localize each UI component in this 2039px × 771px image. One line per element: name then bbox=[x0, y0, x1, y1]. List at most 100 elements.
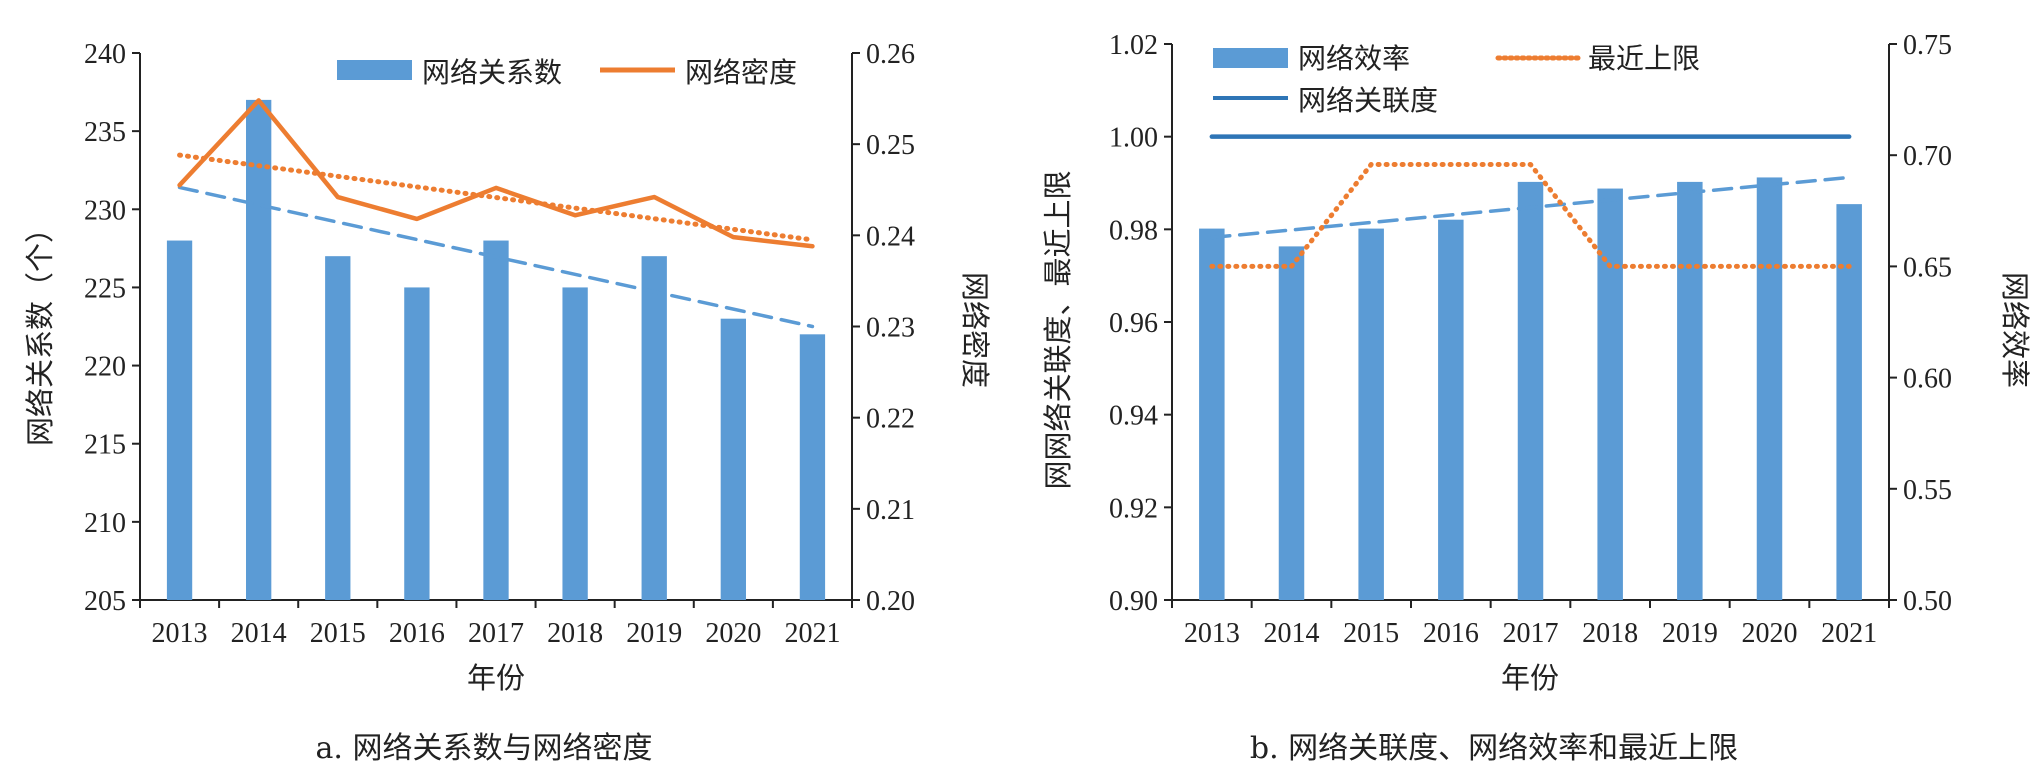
trendline bbox=[177, 185, 815, 329]
left-tick-label: 210 bbox=[84, 508, 126, 539]
right-tick-label: 0.26 bbox=[866, 39, 915, 70]
bar bbox=[720, 318, 746, 600]
bar bbox=[1358, 228, 1384, 601]
panel-b-right-ticks: 0.50 0.55 0.60 0.65 0.70 0.75 bbox=[1889, 30, 1952, 617]
left-tick-label: 0.94 bbox=[1109, 401, 1158, 432]
left-tick-label: 0.98 bbox=[1109, 215, 1158, 246]
bar bbox=[1756, 177, 1783, 600]
x-tick-label: 2017 bbox=[468, 618, 524, 649]
bar bbox=[1199, 228, 1225, 601]
bar bbox=[325, 256, 351, 600]
bar bbox=[1836, 204, 1862, 601]
left-tick-label: 205 bbox=[84, 586, 126, 617]
panel-b: 0.90 0.92 0.94 0.96 0.98 1.00 1.02 0.50 0.55 0.6… bbox=[1041, 30, 2032, 766]
legend-label-network-connectedness: 网络关联度 bbox=[1298, 84, 1438, 117]
right-tick-label: 0.60 bbox=[1903, 364, 1952, 395]
left-tick-label: 215 bbox=[84, 430, 126, 461]
bar bbox=[483, 240, 509, 601]
panel-a-y2-axis-title: 网络密度 bbox=[958, 272, 992, 388]
x-tick-label: 2021 bbox=[784, 618, 840, 649]
panel-a-x-ticks: 2013 2014 2015 2016 2017 2018 2019 2020 2021 bbox=[139, 600, 853, 649]
panel-a-legend: 网络关系数 网络密度 bbox=[337, 56, 797, 89]
right-tick-label: 0.65 bbox=[1903, 252, 1952, 283]
right-tick-label: 0.50 bbox=[1903, 586, 1952, 617]
x-tick-label: 2020 bbox=[705, 618, 761, 649]
left-tick-label: 240 bbox=[84, 39, 126, 70]
x-tick-label: 2016 bbox=[389, 618, 445, 649]
x-tick-label: 2013 bbox=[152, 618, 208, 649]
left-tick-label: 1.00 bbox=[1109, 123, 1158, 154]
bar bbox=[404, 287, 430, 600]
panel-b-y-axis-title: 网网络关联度、最近上限 bbox=[1041, 170, 1075, 489]
panel-a-left-ticks: 205 210 215 220 225 230 235 240 bbox=[84, 39, 140, 617]
right-tick-label: 0.21 bbox=[866, 495, 915, 526]
panel-b-legend: 网络效率 最近上限 网络关联度 bbox=[1213, 42, 1700, 117]
right-tick-label: 0.22 bbox=[866, 404, 915, 435]
right-tick-label: 0.75 bbox=[1903, 30, 1952, 61]
left-tick-label: 0.96 bbox=[1109, 308, 1158, 339]
bar bbox=[641, 256, 667, 600]
bar bbox=[1597, 188, 1623, 600]
x-tick-label: 2014 bbox=[1264, 618, 1320, 649]
legend-swatch-efficiency bbox=[1213, 48, 1288, 68]
series-line bbox=[177, 98, 815, 249]
legend-label-network-efficiency: 网络效率 bbox=[1298, 42, 1410, 75]
left-tick-label: 225 bbox=[84, 273, 126, 304]
legend-label-network-relations: 网络关系数 bbox=[422, 56, 562, 89]
x-tick-label: 2015 bbox=[310, 618, 366, 649]
x-tick-label: 2016 bbox=[1423, 618, 1479, 649]
panel-b-left-ticks: 0.90 0.92 0.94 0.96 0.98 1.00 1.02 bbox=[1109, 30, 1172, 617]
x-tick-label: 2013 bbox=[1184, 618, 1240, 649]
x-tick-label: 2015 bbox=[1343, 618, 1399, 649]
bar bbox=[246, 99, 272, 600]
bar bbox=[1438, 219, 1464, 601]
x-tick-label: 2019 bbox=[626, 618, 682, 649]
panel-a-bars bbox=[166, 99, 826, 601]
left-tick-label: 230 bbox=[84, 195, 126, 226]
left-tick-label: 0.90 bbox=[1109, 586, 1158, 617]
bar bbox=[1677, 181, 1703, 600]
trendline bbox=[177, 152, 815, 243]
panel-b-y2-axis-title: 网络效率 bbox=[1998, 272, 2032, 388]
series-line bbox=[1209, 161, 1852, 269]
bar bbox=[562, 287, 588, 600]
right-tick-label: 0.70 bbox=[1903, 141, 1952, 172]
legend-label-upper-limit: 最近上限 bbox=[1588, 42, 1700, 75]
right-tick-label: 0.25 bbox=[866, 130, 915, 161]
left-tick-label: 220 bbox=[84, 352, 126, 383]
x-tick-label: 2017 bbox=[1503, 618, 1559, 649]
trendline bbox=[1210, 175, 1851, 240]
bar bbox=[799, 334, 826, 600]
right-tick-label: 0.20 bbox=[866, 586, 915, 617]
x-tick-label: 2021 bbox=[1821, 618, 1877, 649]
left-tick-label: 0.92 bbox=[1109, 493, 1158, 524]
x-tick-label: 2018 bbox=[547, 618, 603, 649]
panel-a-caption: a. 网络关系数与网络密度 bbox=[316, 731, 653, 766]
panel-b-bars bbox=[1199, 177, 1862, 601]
panel-b-x-ticks: 2013 2014 2015 2016 2017 2018 2019 2020 2021 bbox=[1171, 600, 1890, 649]
panel-b-caption: b. 网络关联度、网络效率和最近上限 bbox=[1250, 731, 1738, 766]
panel-b-lines bbox=[1209, 134, 1852, 269]
legend-swatch-bar bbox=[337, 60, 412, 80]
left-tick-label: 1.02 bbox=[1109, 30, 1158, 61]
bar bbox=[166, 240, 193, 601]
panel-b-x-axis-title: 年份 bbox=[1501, 661, 1559, 695]
right-tick-label: 0.23 bbox=[866, 313, 915, 344]
bar bbox=[1278, 246, 1305, 600]
panel-a-right-ticks: 0.20 0.21 0.22 0.23 0.24 0.25 0.26 bbox=[852, 39, 915, 617]
right-tick-label: 0.55 bbox=[1903, 475, 1952, 506]
x-tick-label: 2019 bbox=[1662, 618, 1718, 649]
x-tick-label: 2020 bbox=[1742, 618, 1798, 649]
left-tick-label: 235 bbox=[84, 117, 126, 148]
panel-a-lines bbox=[177, 98, 815, 329]
legend-label-network-density: 网络密度 bbox=[685, 56, 797, 89]
x-tick-label: 2014 bbox=[231, 618, 287, 649]
bar bbox=[1517, 181, 1544, 600]
panel-a-x-axis-title: 年份 bbox=[467, 661, 525, 695]
panel-a-y-axis-title: 网络关系数（个） bbox=[23, 214, 57, 446]
right-tick-label: 0.24 bbox=[866, 221, 915, 252]
x-tick-label: 2018 bbox=[1582, 618, 1638, 649]
